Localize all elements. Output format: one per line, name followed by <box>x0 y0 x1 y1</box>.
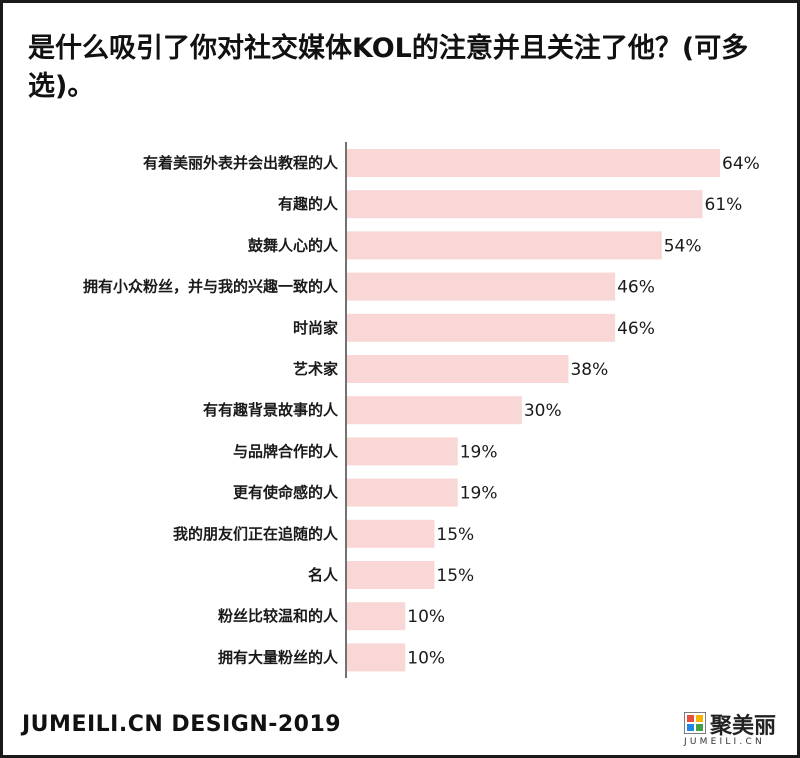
value-label: 54% <box>664 236 702 256</box>
jumeili-logo-icon <box>684 712 706 734</box>
category-label: 拥有大量粉丝的人 <box>218 648 339 666</box>
value-label: 15% <box>436 566 474 586</box>
value-label: 10% <box>407 607 445 627</box>
category-label: 更有使命感的人 <box>233 484 339 502</box>
bar <box>347 478 458 507</box>
value-label: 46% <box>617 319 655 339</box>
bar <box>347 149 720 177</box>
value-label: 64% <box>722 154 760 174</box>
value-label: 46% <box>617 278 655 298</box>
logo-name: 聚美丽 <box>710 714 777 739</box>
footer-credit: JUMEILI.CN DESIGN-2019 <box>22 712 342 737</box>
value-label: 38% <box>570 360 608 380</box>
category-label: 有趣的人 <box>278 195 339 213</box>
bar <box>347 231 662 260</box>
category-label: 名人 <box>308 566 339 584</box>
bar <box>347 355 569 383</box>
chart-title: 是什么吸引了你对社交媒体KOL的注意并且关注了他？(可多选)。 <box>28 33 749 102</box>
bar <box>347 561 435 589</box>
category-label: 我的朋友们正在追随的人 <box>173 525 339 543</box>
category-label: 拥有小众粉丝，并与我的兴趣一致的人 <box>83 278 339 296</box>
category-label: 鼓舞人心的人 <box>248 236 339 254</box>
category-label: 有着美丽外表并会出教程的人 <box>143 154 339 172</box>
value-label: 30% <box>524 401 562 421</box>
bar <box>347 313 616 342</box>
category-label: 时尚家 <box>293 319 338 337</box>
category-label: 艺术家 <box>293 360 338 378</box>
bar <box>347 190 703 219</box>
bar <box>347 519 435 548</box>
value-label: 10% <box>407 648 445 668</box>
bar <box>347 643 406 672</box>
bar <box>347 272 616 301</box>
bar <box>347 602 406 631</box>
value-label: 19% <box>460 484 498 504</box>
bar <box>347 396 522 425</box>
bar <box>347 437 458 466</box>
brand-logo: 聚美丽 JUMEILI.CN <box>684 708 784 750</box>
logo-subtitle: JUMEILI.CN <box>684 737 765 747</box>
value-label: 19% <box>460 442 498 462</box>
category-label: 与品牌合作的人 <box>233 442 339 460</box>
category-label: 粉丝比较温和的人 <box>218 607 339 625</box>
value-label: 61% <box>705 195 743 215</box>
value-label: 15% <box>436 525 474 545</box>
category-label: 有有趣背景故事的人 <box>203 401 339 419</box>
